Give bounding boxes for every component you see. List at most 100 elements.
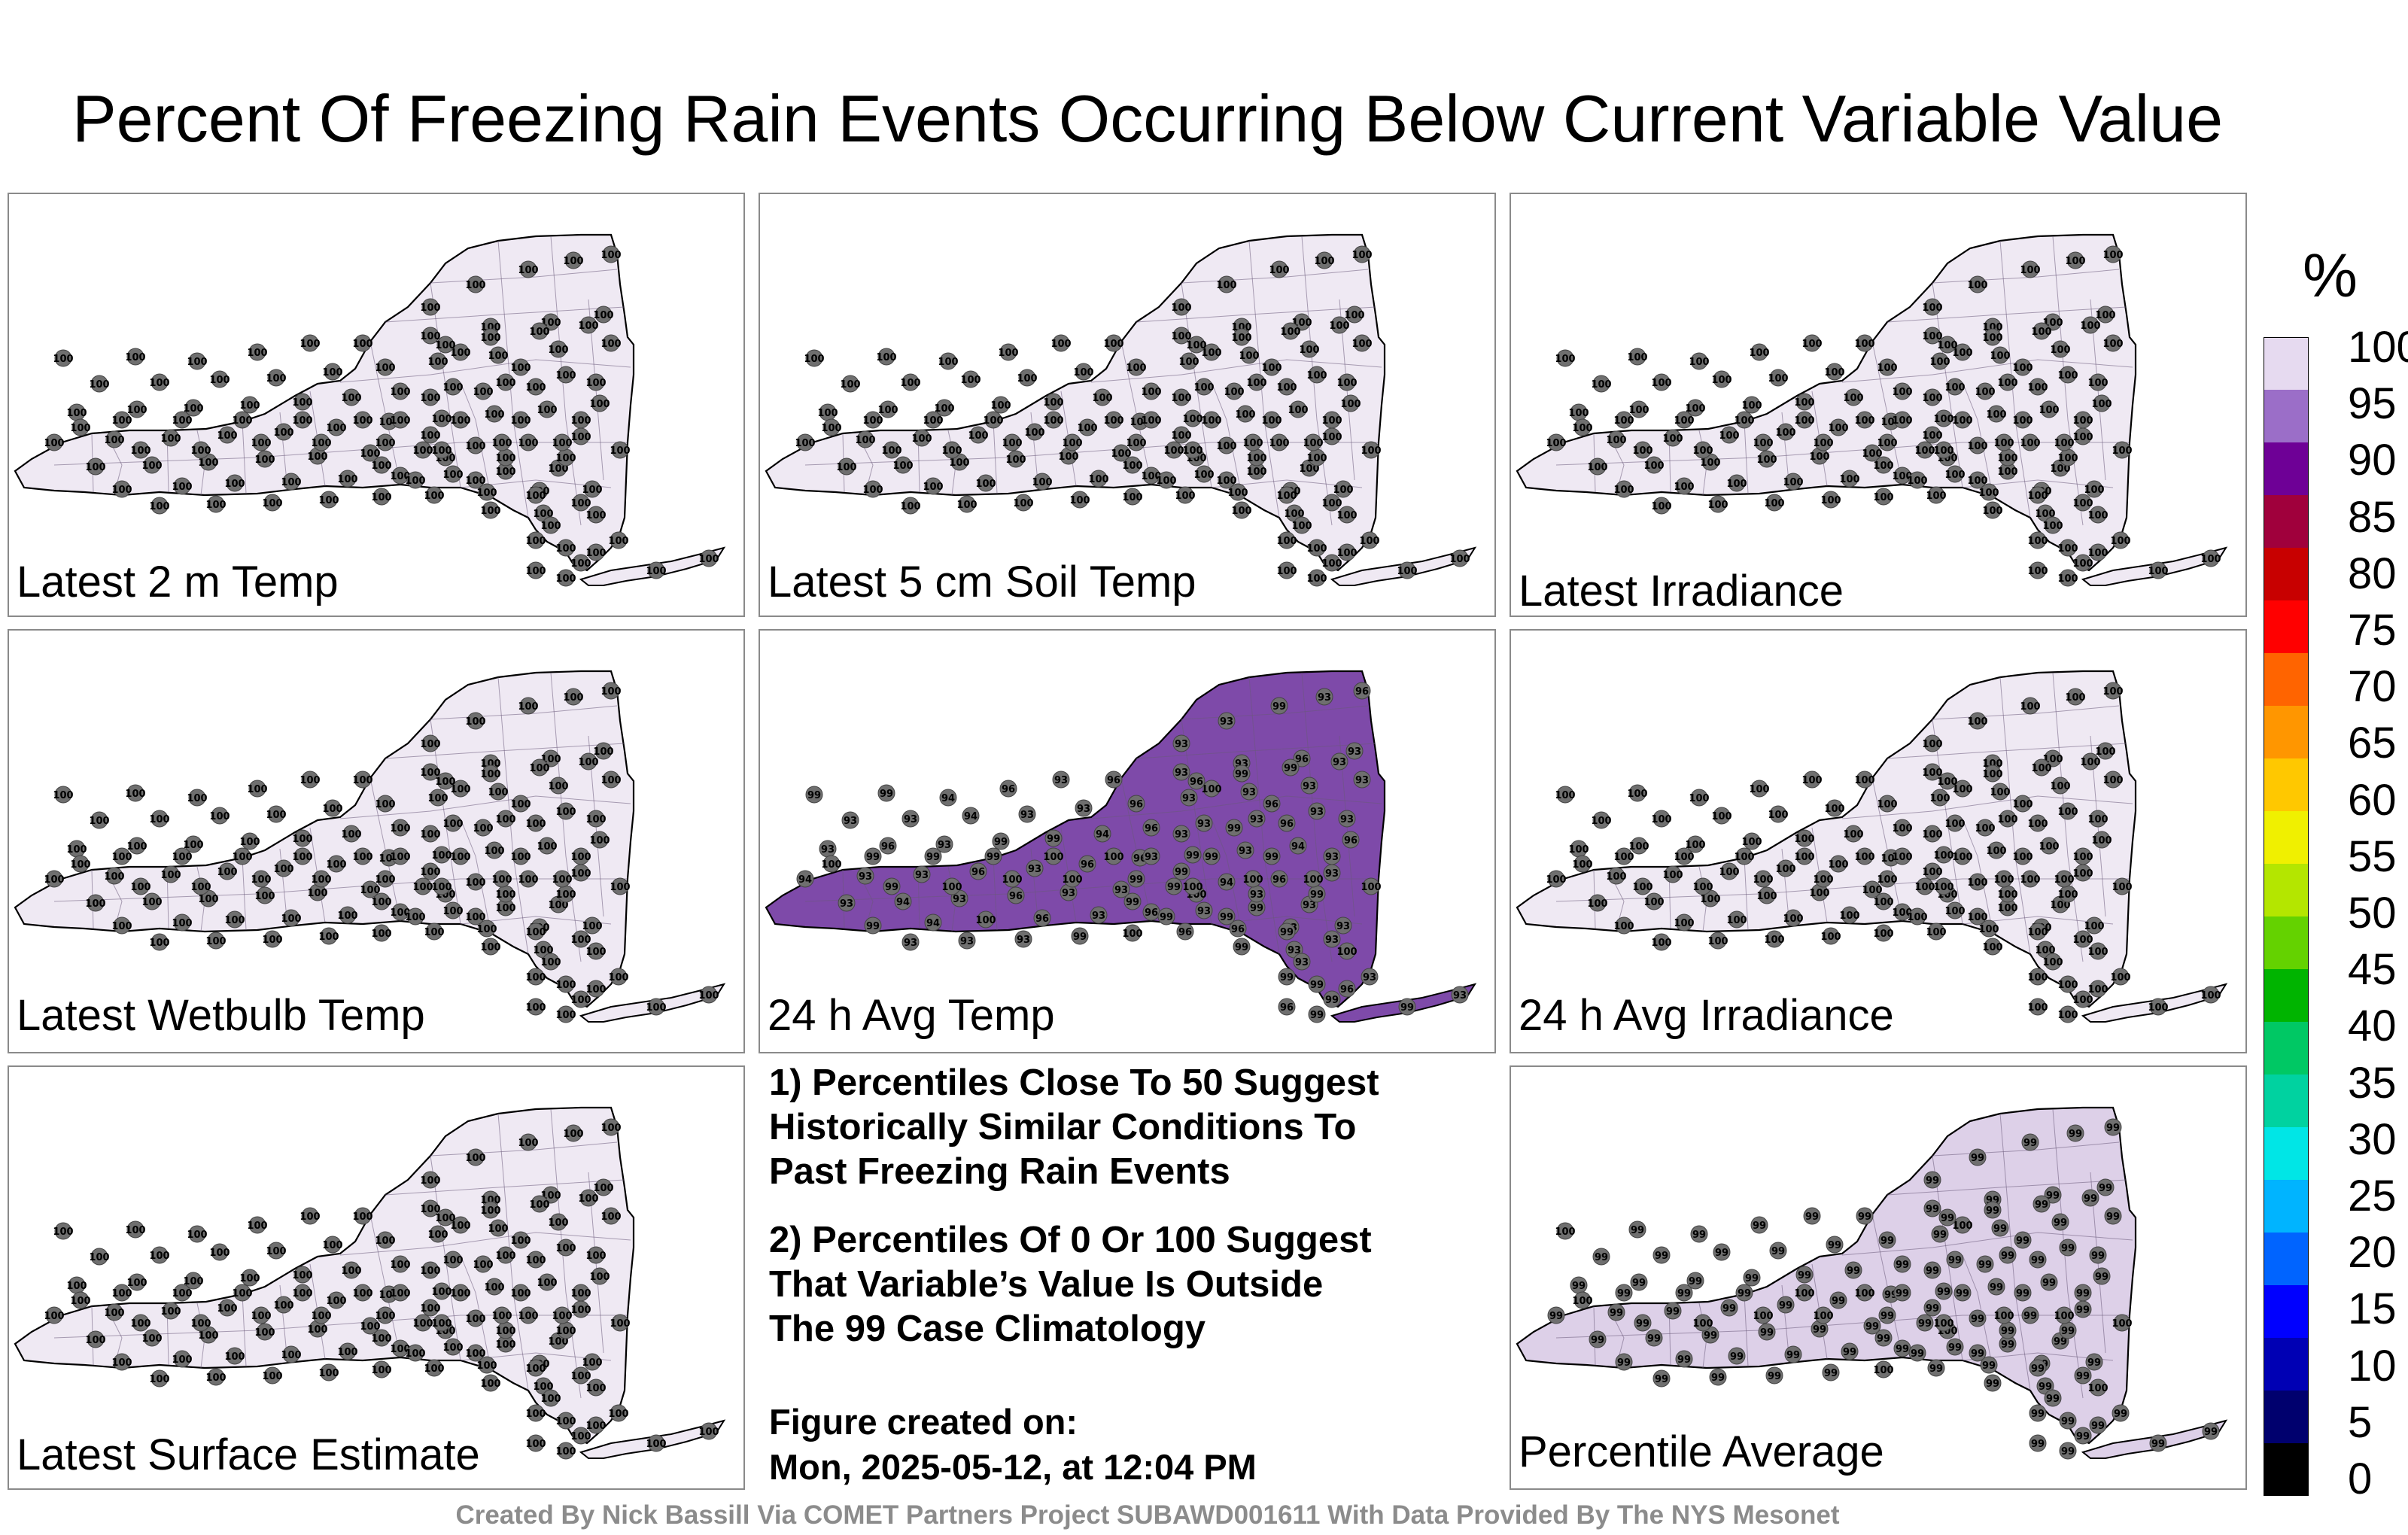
station-value: 93 <box>1017 935 1030 946</box>
station-marker <box>113 916 131 935</box>
station-marker <box>1353 682 1371 700</box>
station-value: 100 <box>1606 435 1626 446</box>
station-value: 100 <box>341 1266 361 1277</box>
station-marker <box>2059 366 2077 384</box>
station-value: 99 <box>1948 1255 1962 1266</box>
station-marker <box>1893 819 1911 837</box>
station-value: 100 <box>1707 500 1728 511</box>
station-marker <box>1304 870 1322 888</box>
station-value: 100 <box>555 1243 576 1254</box>
station-value: 100 <box>2087 548 2108 559</box>
station-value: 100 <box>104 435 124 446</box>
station-value: 100 <box>1216 476 1236 487</box>
station-value: 100 <box>1975 387 1995 398</box>
station-value: 100 <box>431 445 451 457</box>
station-marker <box>436 336 455 354</box>
station-value: 100 <box>465 1348 485 1360</box>
station-marker <box>572 1427 590 1445</box>
station-marker <box>527 531 545 549</box>
station-marker <box>958 932 976 950</box>
station-value: 100 <box>646 566 666 577</box>
station-value: 100 <box>525 927 546 938</box>
station-marker <box>1345 742 1364 760</box>
station-value: 100 <box>540 957 561 968</box>
station-marker <box>2040 400 2058 418</box>
station-value: 100 <box>1982 942 2002 953</box>
station-value: 100 <box>1877 799 1897 810</box>
station-value: 96 <box>1280 1002 1294 1014</box>
station-marker <box>132 441 150 459</box>
station-value: 100 <box>1783 477 1803 488</box>
station-marker <box>1728 474 1746 492</box>
station-value: 99 <box>1971 1314 1984 1325</box>
station-marker <box>557 975 575 993</box>
station-marker <box>2014 358 2032 376</box>
station-marker <box>2074 990 2092 1008</box>
station-marker <box>429 1225 447 1243</box>
station-value: 100 <box>371 1365 391 1376</box>
station-marker <box>549 1213 567 1231</box>
station-value: 99 <box>2106 1211 2120 1223</box>
station-value: 100 <box>1892 852 1912 863</box>
station-value: 100 <box>608 536 628 547</box>
station-marker <box>992 832 1010 850</box>
station-marker <box>610 531 628 549</box>
station-marker <box>1289 837 1307 855</box>
station-marker <box>1991 783 2009 801</box>
station-marker <box>1180 352 1198 370</box>
station-marker <box>1795 411 1814 429</box>
station-marker <box>1758 1323 1776 1341</box>
station-value: 99 <box>1073 932 1087 943</box>
station-value: 100 <box>2095 310 2115 321</box>
station-value: 100 <box>1201 784 1221 795</box>
station-value: 94 <box>926 918 940 929</box>
station-marker <box>1916 1314 1934 1332</box>
station-marker <box>248 780 266 798</box>
station-marker <box>2104 771 2122 789</box>
station-marker <box>1814 870 1832 888</box>
station-marker <box>2081 1189 2099 1207</box>
station-value: 100 <box>480 1378 500 1390</box>
station-marker <box>977 474 995 492</box>
station-marker <box>1362 441 1380 459</box>
station-marker <box>1856 1207 1874 1225</box>
station-value: 100 <box>1997 814 2017 825</box>
station-marker <box>376 433 394 451</box>
station-value: 100 <box>593 1183 613 1194</box>
station-marker <box>1984 501 2002 519</box>
station-marker <box>1893 1255 1911 1273</box>
station-value: 100 <box>1768 373 1788 385</box>
station-value: 99 <box>2046 1394 2060 1405</box>
colorbar-band <box>2264 1022 2309 1075</box>
station-value: 99 <box>2061 1326 2075 1337</box>
station-value: 99 <box>2035 1199 2048 1211</box>
station-marker <box>1645 1329 1663 1347</box>
station-marker <box>233 1284 251 1302</box>
station-value: 100 <box>424 927 444 938</box>
station-marker <box>482 501 500 519</box>
station-marker <box>527 378 545 396</box>
station-value: 100 <box>420 1204 440 1215</box>
station-marker <box>2044 516 2062 534</box>
station-value: 100 <box>495 467 515 478</box>
station-marker <box>1338 942 1356 960</box>
station-value: 100 <box>1186 340 1206 351</box>
station-value: 100 <box>552 1311 572 1322</box>
station-marker <box>1754 433 1772 451</box>
station-value: 100 <box>111 415 132 427</box>
station-value: 100 <box>2039 405 2059 416</box>
station-marker <box>1923 734 1941 752</box>
station-value: 99 <box>2061 1416 2075 1427</box>
station-marker <box>1829 855 1847 873</box>
station-value: 100 <box>232 1288 252 1299</box>
station-value: 100 <box>281 477 301 488</box>
station-value: 100 <box>892 460 913 472</box>
station-marker <box>2044 1389 2062 1407</box>
station-marker <box>1694 877 1712 895</box>
station-value: 100 <box>600 1211 621 1223</box>
station-value: 100 <box>2148 1002 2168 1014</box>
station-value: 100 <box>375 1311 395 1322</box>
station-value: 100 <box>130 445 150 457</box>
